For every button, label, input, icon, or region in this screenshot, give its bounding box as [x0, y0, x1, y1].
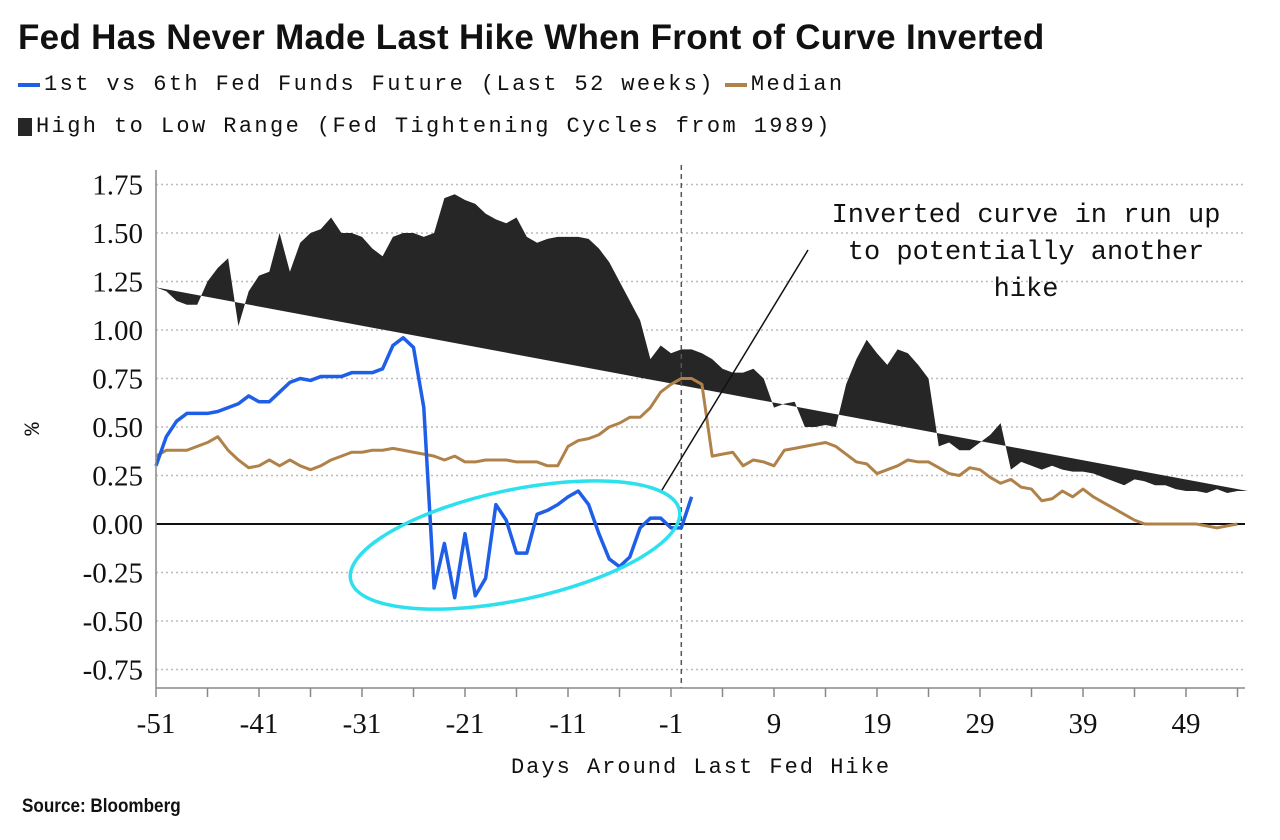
x-tick-label: 49: [1172, 708, 1201, 740]
highlight-ellipse: [348, 479, 682, 611]
y-axis-title: %: [21, 420, 46, 435]
legend-label-range: High to Low Range (Fed Tightening Cycles…: [36, 114, 832, 139]
x-tick-label: 19: [863, 708, 892, 740]
legend-row-2: High to Low Range (Fed Tightening Cycles…: [18, 114, 832, 139]
y-tick-label: 0.00: [92, 509, 143, 541]
x-tick-label: -11: [549, 708, 587, 740]
y-tick-label: 1.25: [92, 267, 143, 299]
source-note: Source: Bloomberg: [22, 796, 181, 817]
median-line: [155, 377, 1238, 530]
annotation-pointer: [661, 249, 809, 491]
legend-row-1: 1st vs 6th Fed Funds Future (Last 52 wee…: [18, 72, 845, 97]
y-tick-label: 0.25: [92, 461, 143, 493]
legend-swatch-range: [18, 117, 32, 136]
legend-label-median: Median: [750, 72, 845, 97]
x-tick-label: 29: [966, 708, 995, 740]
y-tick-label: 1.75: [92, 170, 143, 202]
annotation-text-line: hike: [994, 275, 1059, 305]
x-tick-label: -1: [659, 708, 683, 740]
annotation-text-line: to potentially another: [848, 238, 1204, 268]
x-tick-label: 9: [767, 708, 782, 740]
y-tick-label: -0.75: [83, 655, 143, 687]
legend-swatch-blue: [18, 82, 40, 87]
annotation-text-line: Inverted curve in run up: [832, 201, 1221, 231]
legend-label-futures: 1st vs 6th Fed Funds Future (Last 52 wee…: [44, 72, 715, 97]
x-tick-label: -21: [446, 708, 485, 740]
x-tick-label: 39: [1069, 708, 1098, 740]
x-tick-label: -41: [240, 708, 279, 740]
x-tick-label: -51: [137, 708, 176, 740]
y-tick-label: 0.75: [92, 364, 143, 396]
x-tick-label: -31: [343, 708, 382, 740]
legend-swatch-median: [724, 82, 747, 87]
y-tick-label: -0.50: [83, 606, 143, 638]
y-tick-label: 0.50: [92, 412, 143, 444]
range-area: [156, 194, 1248, 493]
y-tick-label: 1.00: [92, 315, 143, 347]
x-axis-title: Days Around Last Fed Hike: [511, 755, 891, 780]
chart-title: Fed Has Never Made Last Hike When Front …: [18, 18, 1045, 57]
y-tick-label: -0.25: [83, 558, 143, 590]
futures-spread-line: [154, 336, 694, 600]
y-tick-label: 1.50: [92, 218, 143, 250]
